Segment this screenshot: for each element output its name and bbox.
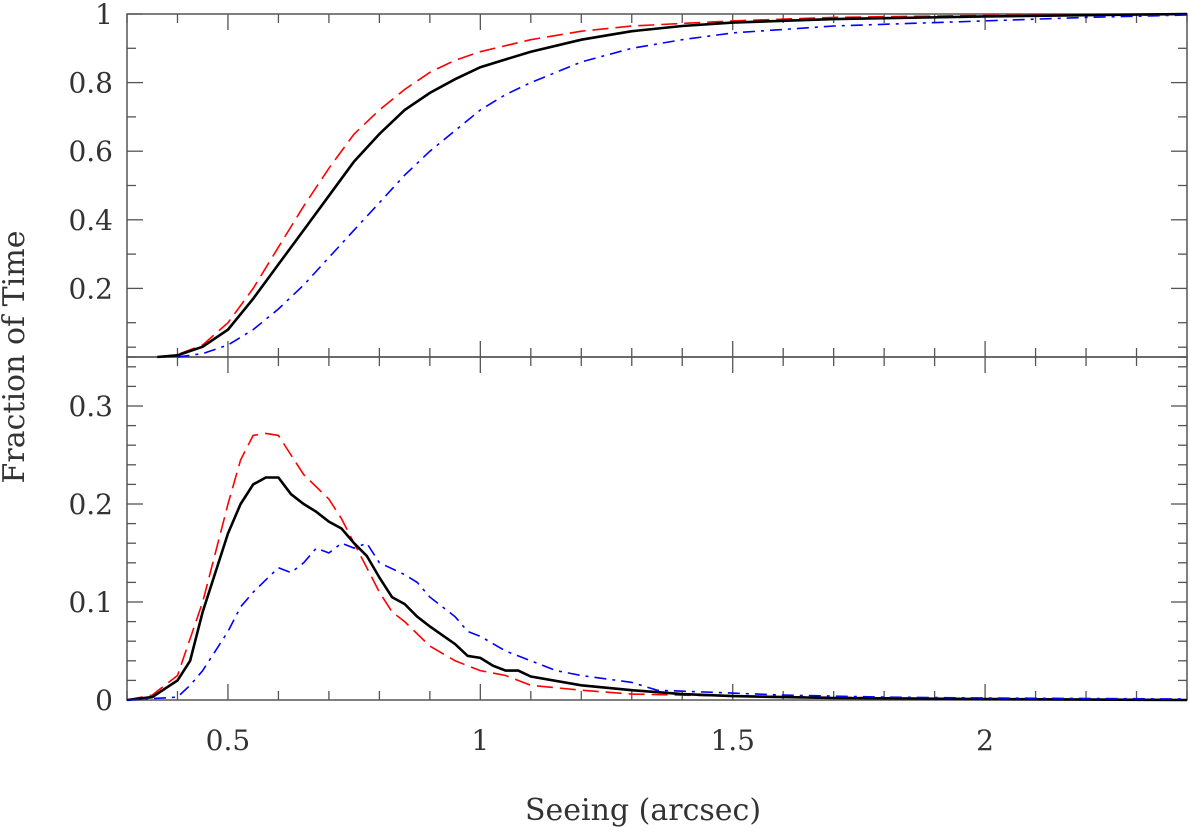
series-line-dashdot <box>177 14 1188 358</box>
x-tick-label: 1.5 <box>710 724 755 757</box>
x-tick-label: 2 <box>976 724 994 757</box>
y-tick-label: 0.4 <box>68 204 113 237</box>
y-tick-label: 0.2 <box>68 272 113 305</box>
panel-frame <box>126 13 1188 358</box>
y-tick-label: 0 <box>95 684 113 717</box>
series-line-dashdot <box>126 542 1188 701</box>
y-tick-label: 0.2 <box>68 488 113 521</box>
y-tick-label: 0.3 <box>68 390 113 423</box>
series-line-solid <box>157 12 1188 359</box>
x-tick-label: 0.5 <box>206 724 251 757</box>
tick-labels: 0.2 0.4 0.6 0.8 1 0 0.1 0.2 0.3 0.5 1 1.5 2 <box>68 0 994 757</box>
y-tick-label: 0.6 <box>68 135 113 168</box>
series-line-dashed <box>126 432 1188 701</box>
x-tick-label: 1 <box>471 724 489 757</box>
panel-frame <box>126 356 1188 701</box>
axes <box>126 13 1188 701</box>
y-tick-label: 0.1 <box>68 586 113 619</box>
y-tick-label: 1 <box>95 0 113 31</box>
series-line-dashed <box>157 13 1188 358</box>
y-tick-label: 0.8 <box>68 67 113 100</box>
y-axis-label: Fraction of Time <box>0 231 32 484</box>
series-line-solid <box>126 476 1188 702</box>
series-lines <box>126 12 1188 702</box>
x-axis-label: Seeing (arcsec) <box>525 793 761 828</box>
